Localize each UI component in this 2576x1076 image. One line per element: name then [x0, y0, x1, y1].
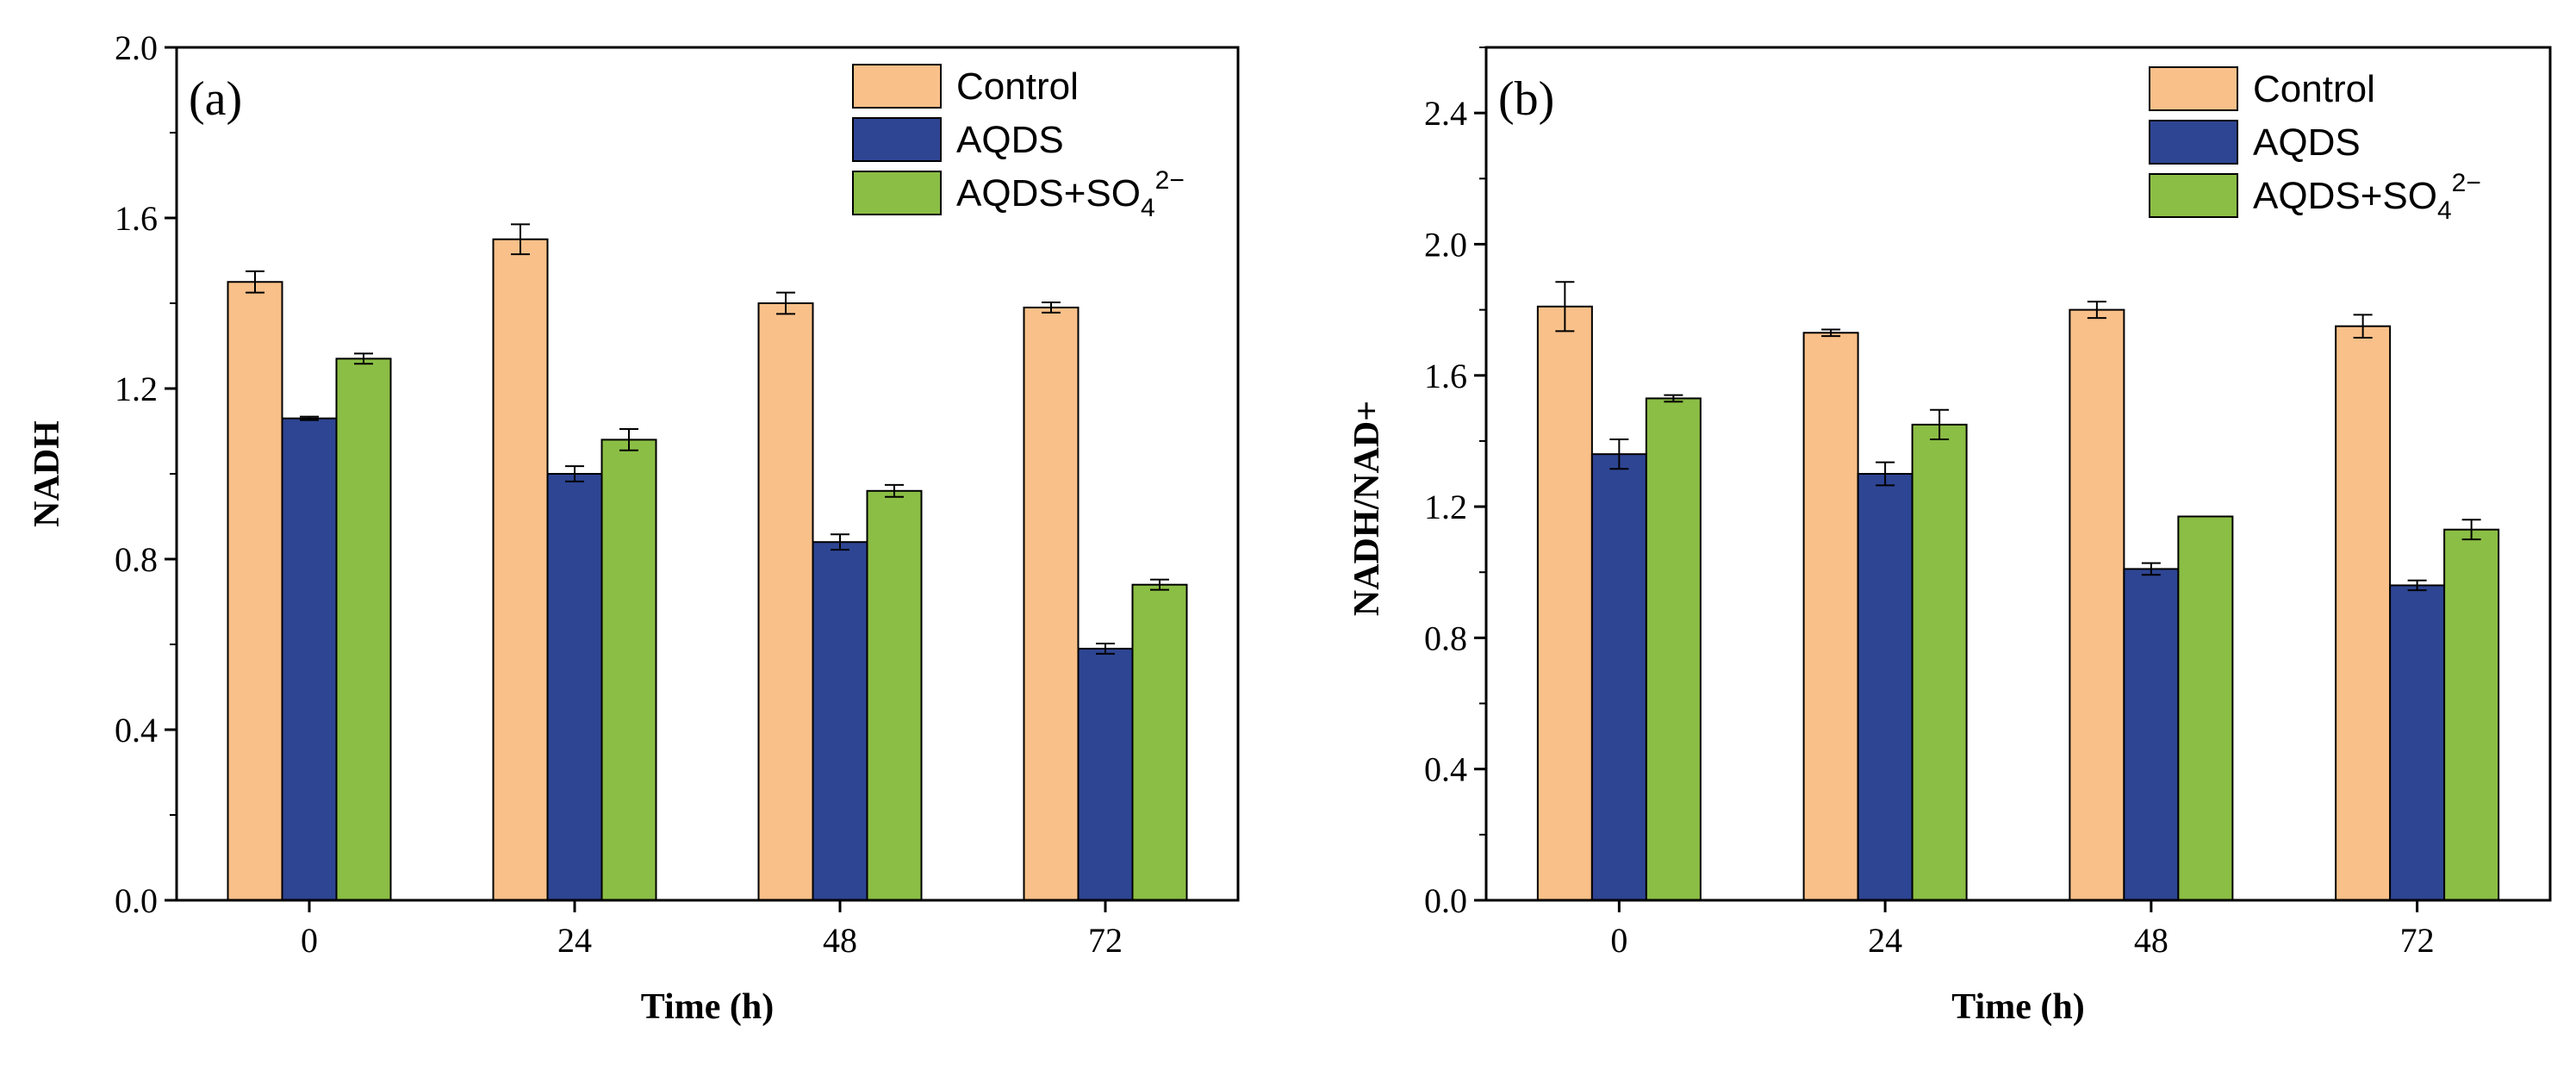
legend-label-aqds-sulfate: AQDS+SO42−: [956, 166, 1185, 222]
x-tick-label: 48: [823, 921, 857, 960]
error-bar-control-24: [1821, 328, 1841, 338]
bar-aqds-48: [812, 541, 868, 901]
legend-label-aqds: AQDS: [956, 119, 1064, 161]
bar-aqds-so4-2--0: [1645, 397, 1702, 901]
bar-control-48: [757, 302, 814, 901]
x-tick-label: 72: [1088, 921, 1123, 960]
legend-label-superscript: 2−: [1155, 166, 1185, 195]
bar-aqds-so4-2--24: [1911, 423, 1968, 901]
y-tick-label: 2.4: [1424, 94, 1467, 133]
legend-label-subscript: 4: [2437, 196, 2452, 225]
bar-control-72: [1023, 306, 1080, 901]
error-bar-aqds-so4-2--24: [619, 428, 638, 451]
legend-label-subscript: 4: [1141, 194, 1155, 222]
y-tick-label: 2.0: [115, 28, 158, 67]
legend: Control AQDS AQDS+SO42−: [2149, 66, 2481, 225]
legend-label-aqds-sulfate: AQDS+SO42−: [2253, 169, 2481, 225]
y-tick-label: 2.0: [1424, 225, 1467, 264]
legend-label-base: AQDS+SO: [2253, 175, 2437, 217]
legend-swatch-aqds-so4-2-: [2149, 173, 2238, 218]
error-bar-control-72: [2353, 314, 2373, 339]
bar-aqds-48: [2123, 568, 2180, 902]
bar-aqds-so4-2--24: [600, 438, 657, 901]
error-bar-aqds-72: [2407, 579, 2427, 592]
error-bar-control-48: [2087, 301, 2106, 320]
error-bar-aqds-24: [1876, 461, 1895, 487]
error-bar-aqds-so4-2--0: [1664, 394, 1683, 403]
y-tick-label: 0.4: [115, 711, 158, 749]
legend-swatch-aqds: [2149, 120, 2238, 165]
bar-aqds-so4-2--48: [866, 489, 923, 901]
legend-swatch-control: [852, 64, 942, 109]
bar-control-72: [2335, 325, 2392, 901]
error-bar-aqds-0: [1609, 438, 1629, 470]
y-tick-label: 0.4: [1424, 750, 1467, 789]
error-bar-control-24: [511, 223, 530, 256]
legend-label-control: Control: [2253, 68, 2375, 110]
y-tick-label: 1.6: [1424, 357, 1467, 395]
y-tick-label: 0.8: [115, 540, 158, 579]
error-bar-control-72: [1042, 302, 1061, 314]
bar-aqds-24: [546, 473, 603, 901]
plot-frame: [1484, 46, 2552, 902]
y-tick-label: 1.2: [1424, 488, 1467, 526]
legend-label-aqds: AQDS: [2253, 121, 2361, 164]
error-bar-aqds-so4-2--0: [354, 352, 373, 365]
y-axis-title: NADH: [28, 420, 67, 527]
x-axis-title: Time (h): [641, 987, 774, 1027]
legend-swatch-aqds-so4-2-: [852, 171, 942, 215]
bar-control-24: [1802, 332, 1859, 901]
error-bar-aqds-0: [300, 415, 319, 421]
x-tick-label: 24: [1868, 921, 1902, 960]
chart-panel-a: 0.0 0.4 0.8 1.2 1.6 2.0 0 24 48 72 Time (h) NADH (a)…: [28, 28, 1240, 1027]
error-bar-aqds-48: [2141, 562, 2161, 576]
bar-control-0: [1536, 305, 1593, 901]
bar-aqds-24: [1857, 473, 1913, 901]
bar-aqds-so4-2--72: [2443, 528, 2500, 901]
bar-control-48: [2069, 308, 2125, 902]
error-bar-aqds-so4-2--48: [885, 483, 904, 498]
error-bar-control-48: [776, 291, 795, 315]
legend-swatch-control: [2149, 66, 2238, 111]
y-tick-label: 0.0: [1424, 881, 1467, 920]
error-bar-aqds-so4-2--24: [1930, 408, 1950, 441]
bar-aqds-so4-2--0: [335, 358, 392, 902]
x-tick-label: 24: [557, 921, 592, 960]
error-bar-aqds-24: [565, 465, 584, 482]
panel-label: (b): [1498, 72, 1554, 126]
legend-label-base: AQDS+SO: [956, 172, 1141, 215]
legend-label-superscript: 2−: [2452, 169, 2481, 197]
x-tick-label: 48: [2134, 921, 2168, 960]
x-tick-label: 72: [2400, 921, 2435, 960]
error-bar-control-0: [246, 270, 264, 294]
legend: Control AQDS AQDS+SO42−: [852, 64, 1185, 222]
error-bar-aqds-so4-2--72: [2461, 519, 2481, 541]
bar-aqds-72: [2389, 584, 2446, 901]
error-bar-aqds-so4-2--72: [1150, 578, 1169, 591]
legend-swatch-aqds: [852, 117, 942, 162]
y-axis-title: NADH/NAD+: [1347, 401, 1387, 616]
bar-aqds-0: [281, 417, 338, 901]
x-tick-label: 0: [1610, 921, 1627, 960]
x-tick-label: 0: [301, 921, 318, 960]
bar-control-0: [227, 281, 283, 901]
y-tick-label: 0.0: [115, 881, 158, 920]
bar-control-24: [492, 238, 549, 901]
error-bar-aqds-72: [1096, 643, 1115, 655]
bar-aqds-so4-2--72: [1131, 583, 1188, 901]
y-tick-label: 1.2: [115, 370, 158, 408]
y-tick-label: 0.8: [1424, 619, 1467, 657]
y-tick-label: 1.6: [115, 199, 158, 238]
legend-label-control: Control: [956, 65, 1079, 108]
bar-aqds-so4-2--48: [2177, 515, 2234, 901]
chart-panel-b: 0.0 0.4 0.8 1.2 1.6 2.0 2.4 0 24 48 72 Time (h) NADH…: [1347, 46, 2552, 1027]
error-bar-control-0: [1555, 281, 1575, 333]
x-axis-title: Time (h): [1951, 987, 2084, 1027]
error-bar-aqds-48: [831, 533, 849, 551]
panel-label: (a): [189, 72, 242, 126]
bar-aqds-0: [1590, 453, 1647, 901]
bar-aqds-72: [1077, 647, 1134, 901]
